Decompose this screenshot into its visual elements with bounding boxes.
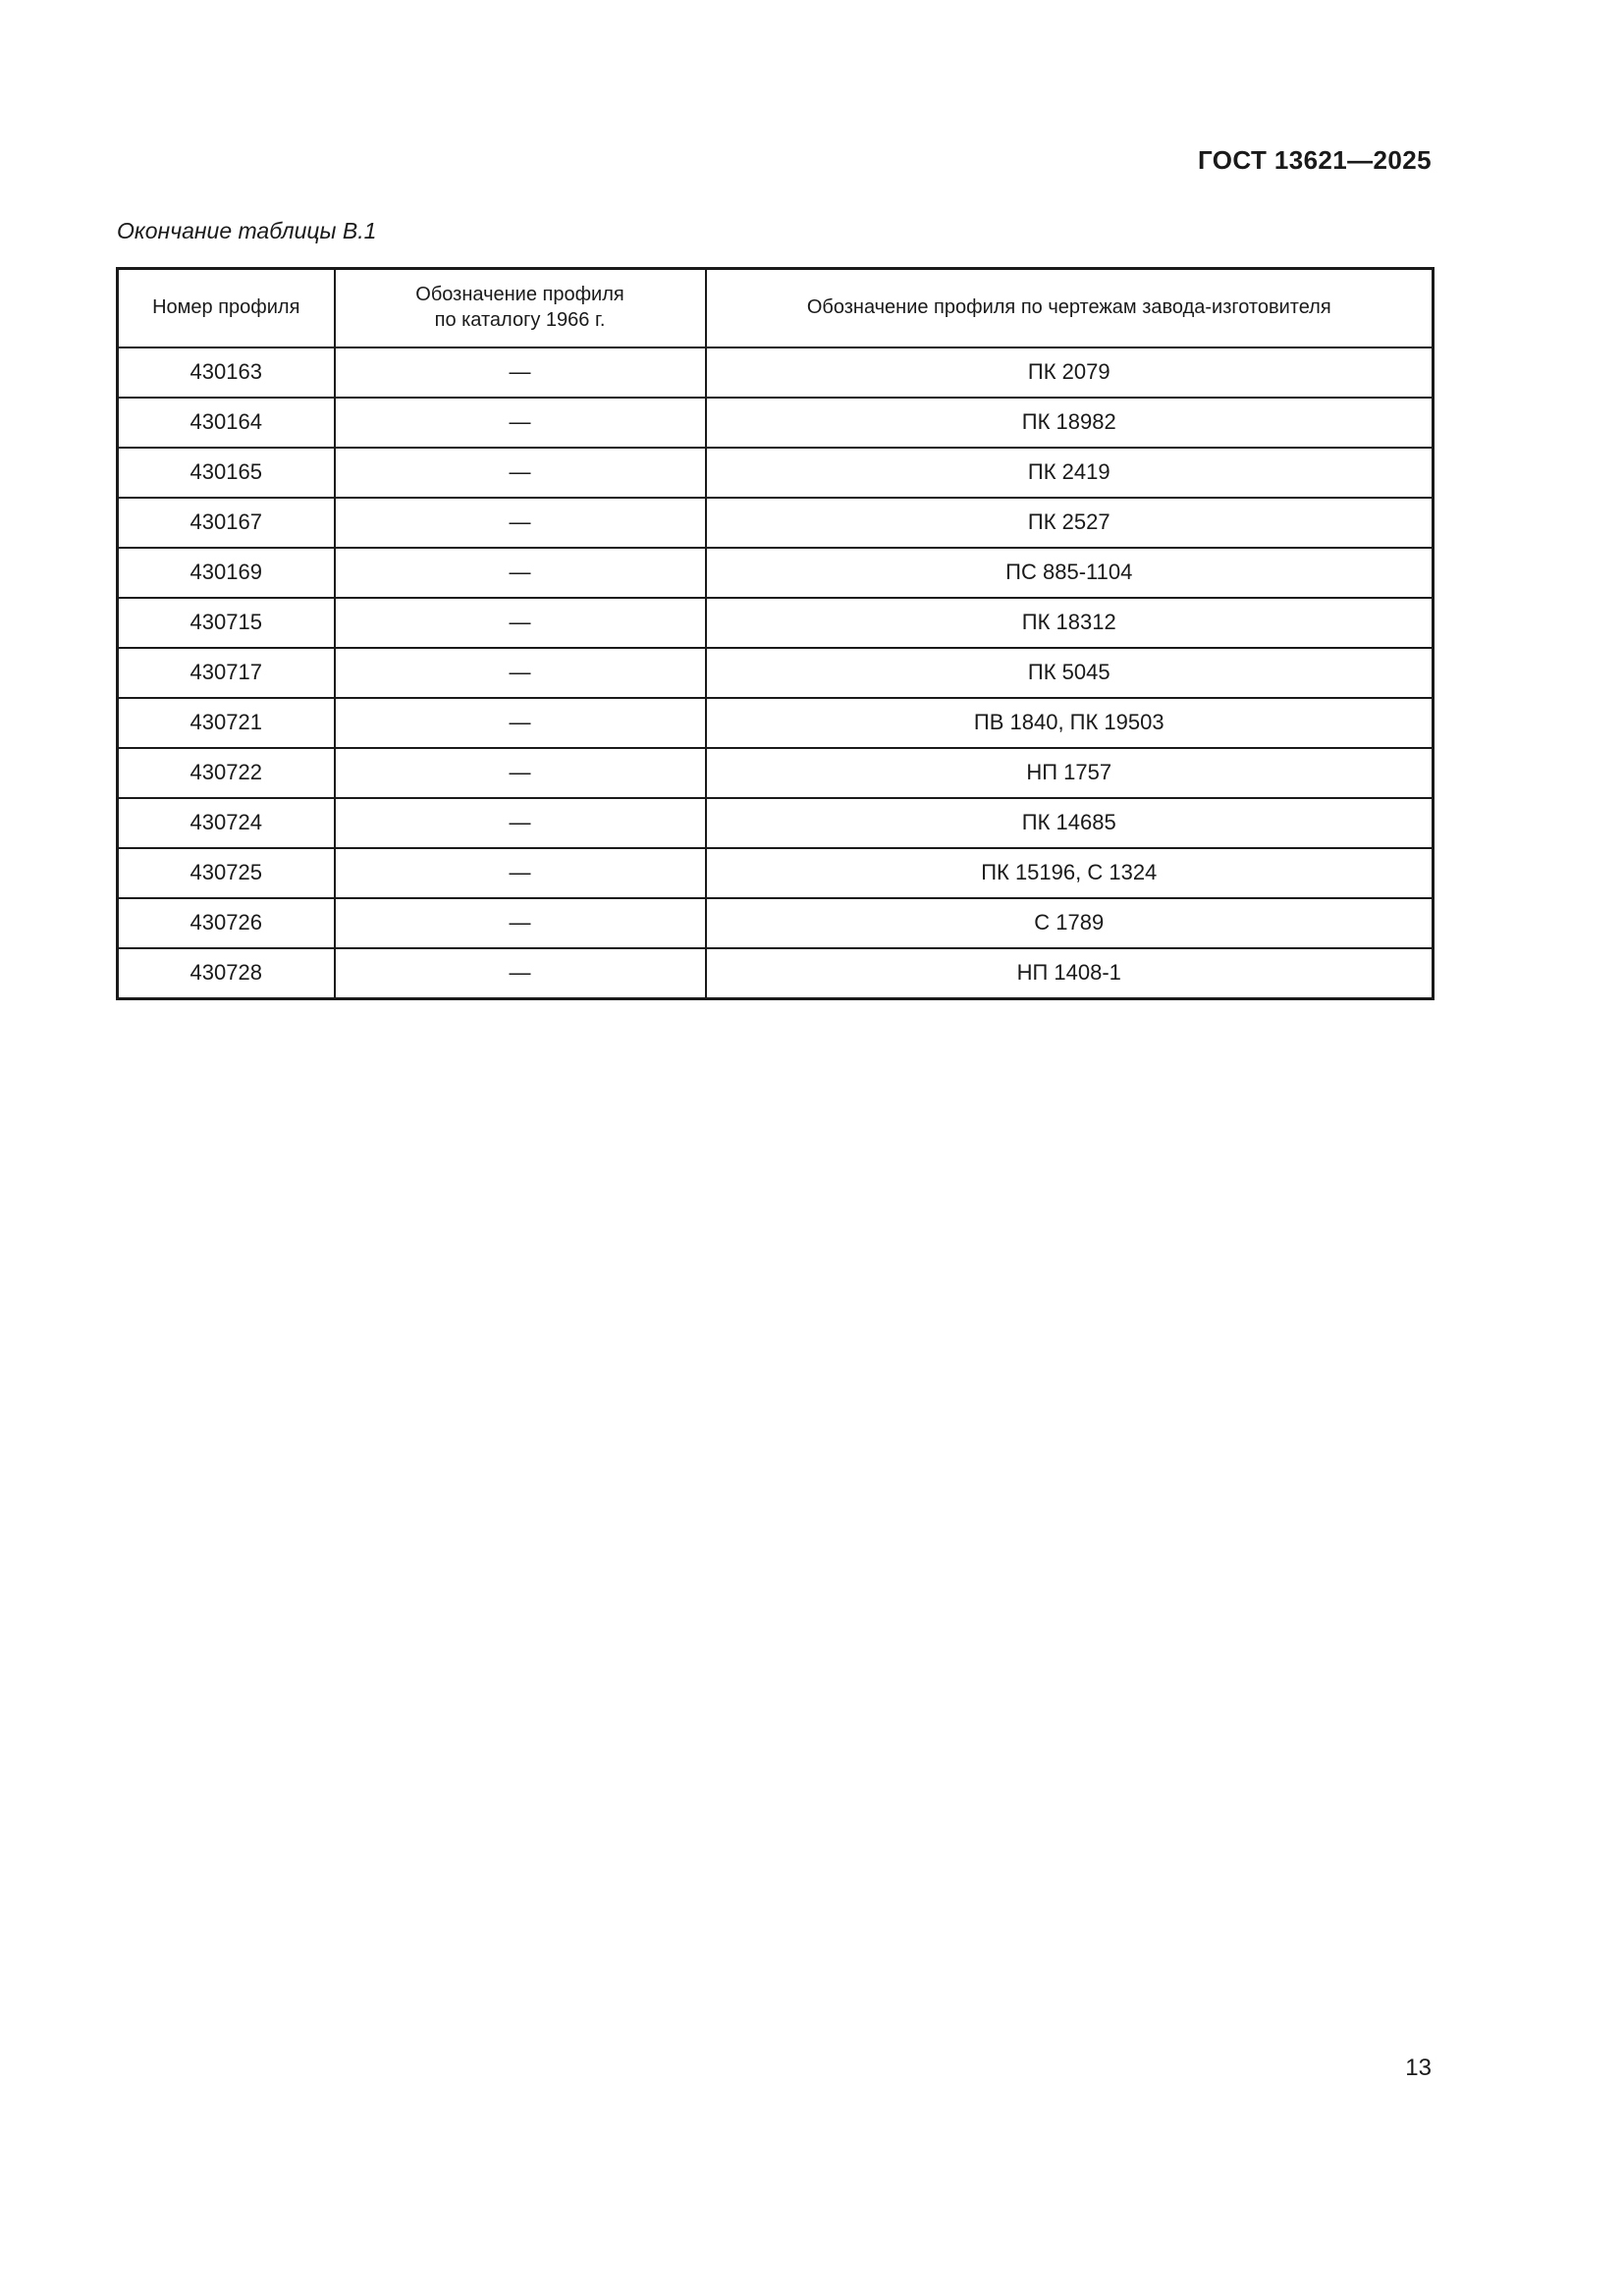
cell-manufacturer-drawings: С 1789: [704, 898, 1434, 949]
cell-profile-number: 430715: [117, 598, 336, 649]
cell-manufacturer-drawings: ПК 2527: [704, 498, 1434, 549]
table-row: 430167— ПК 2527: [117, 498, 1434, 549]
table-row: 430722— НП 1757: [117, 748, 1434, 799]
table-row: 430717— ПК 5045: [117, 648, 1434, 699]
cell-manufacturer-drawings: ПК 18312: [704, 598, 1434, 649]
table-header: Номер профиля Обозначение профиля по кат…: [117, 268, 1434, 348]
column-header-manufacturer-drawings: Обозначение профиля по чертежам завода-и…: [704, 268, 1434, 348]
cell-manufacturer-drawings: ПК 5045: [704, 648, 1434, 699]
cell-profile-number: 430728: [117, 948, 336, 999]
cell-profile-number: 430717: [117, 648, 336, 699]
cell-catalog-1966: —: [333, 948, 707, 999]
table-body: 430163— ПК 2079 430164— ПК 18982 430165— ПК 2…: [117, 347, 1434, 999]
profiles-table: Номер профиля Обозначение профиля по кат…: [116, 267, 1435, 1000]
table-row: 430725— ПК 15196, С 1324: [117, 848, 1434, 899]
table-row: 430715— ПК 18312: [117, 598, 1434, 649]
cell-manufacturer-drawings: ПК 15196, С 1324: [704, 848, 1434, 899]
standard-header: ГОСТ 13621—2025: [1198, 145, 1432, 175]
cell-catalog-1966: —: [333, 848, 707, 899]
cell-profile-number: 430167: [117, 498, 336, 549]
table-row: 430163— ПК 2079: [117, 347, 1434, 399]
cell-manufacturer-drawings: ПК 2079: [704, 347, 1434, 399]
cell-manufacturer-drawings: ПК 14685: [704, 798, 1434, 849]
cell-manufacturer-drawings: ПК 2419: [704, 448, 1434, 499]
cell-catalog-1966: —: [333, 498, 707, 549]
table-row: 430164— ПК 18982: [117, 398, 1434, 449]
table-row: 430728— НП 1408-1: [117, 948, 1434, 999]
cell-profile-number: 430165: [117, 448, 336, 499]
cell-profile-number: 430163: [117, 347, 336, 399]
cell-catalog-1966: —: [333, 698, 707, 749]
profiles-table-container: Номер профиля Обозначение профиля по кат…: [116, 267, 1435, 1000]
cell-profile-number: 430726: [117, 898, 336, 949]
column-header-profile-number: Номер профиля: [117, 268, 336, 348]
cell-profile-number: 430724: [117, 798, 336, 849]
cell-manufacturer-drawings: НП 1757: [704, 748, 1434, 799]
cell-manufacturer-drawings: ПК 18982: [704, 398, 1434, 449]
cell-profile-number: 430725: [117, 848, 336, 899]
column-header-catalog-1966: Обозначение профиля по каталогу 1966 г.: [333, 268, 707, 348]
cell-profile-number: 430164: [117, 398, 336, 449]
cell-catalog-1966: —: [333, 448, 707, 499]
cell-manufacturer-drawings: НП 1408-1: [704, 948, 1434, 999]
table-row: 430721— ПВ 1840, ПК 19503: [117, 698, 1434, 749]
table-row: 430169— ПС 885-1104: [117, 548, 1434, 599]
cell-catalog-1966: —: [333, 648, 707, 699]
cell-manufacturer-drawings: ПС 885-1104: [704, 548, 1434, 599]
cell-catalog-1966: —: [333, 548, 707, 599]
cell-manufacturer-drawings: ПВ 1840, ПК 19503: [704, 698, 1434, 749]
cell-catalog-1966: —: [333, 398, 707, 449]
table-caption: Окончание таблицы В.1: [117, 218, 377, 243]
cell-catalog-1966: —: [333, 748, 707, 799]
table-row: 430724— ПК 14685: [117, 798, 1434, 849]
table-row: 430165— ПК 2419: [117, 448, 1434, 499]
cell-profile-number: 430722: [117, 748, 336, 799]
page-number: 13: [1405, 2055, 1432, 2081]
cell-catalog-1966: —: [333, 347, 707, 399]
cell-profile-number: 430721: [117, 698, 336, 749]
cell-profile-number: 430169: [117, 548, 336, 599]
cell-catalog-1966: —: [333, 598, 707, 649]
cell-catalog-1966: —: [333, 898, 707, 949]
cell-catalog-1966: —: [333, 798, 707, 849]
table-row: 430726— С 1789: [117, 898, 1434, 949]
